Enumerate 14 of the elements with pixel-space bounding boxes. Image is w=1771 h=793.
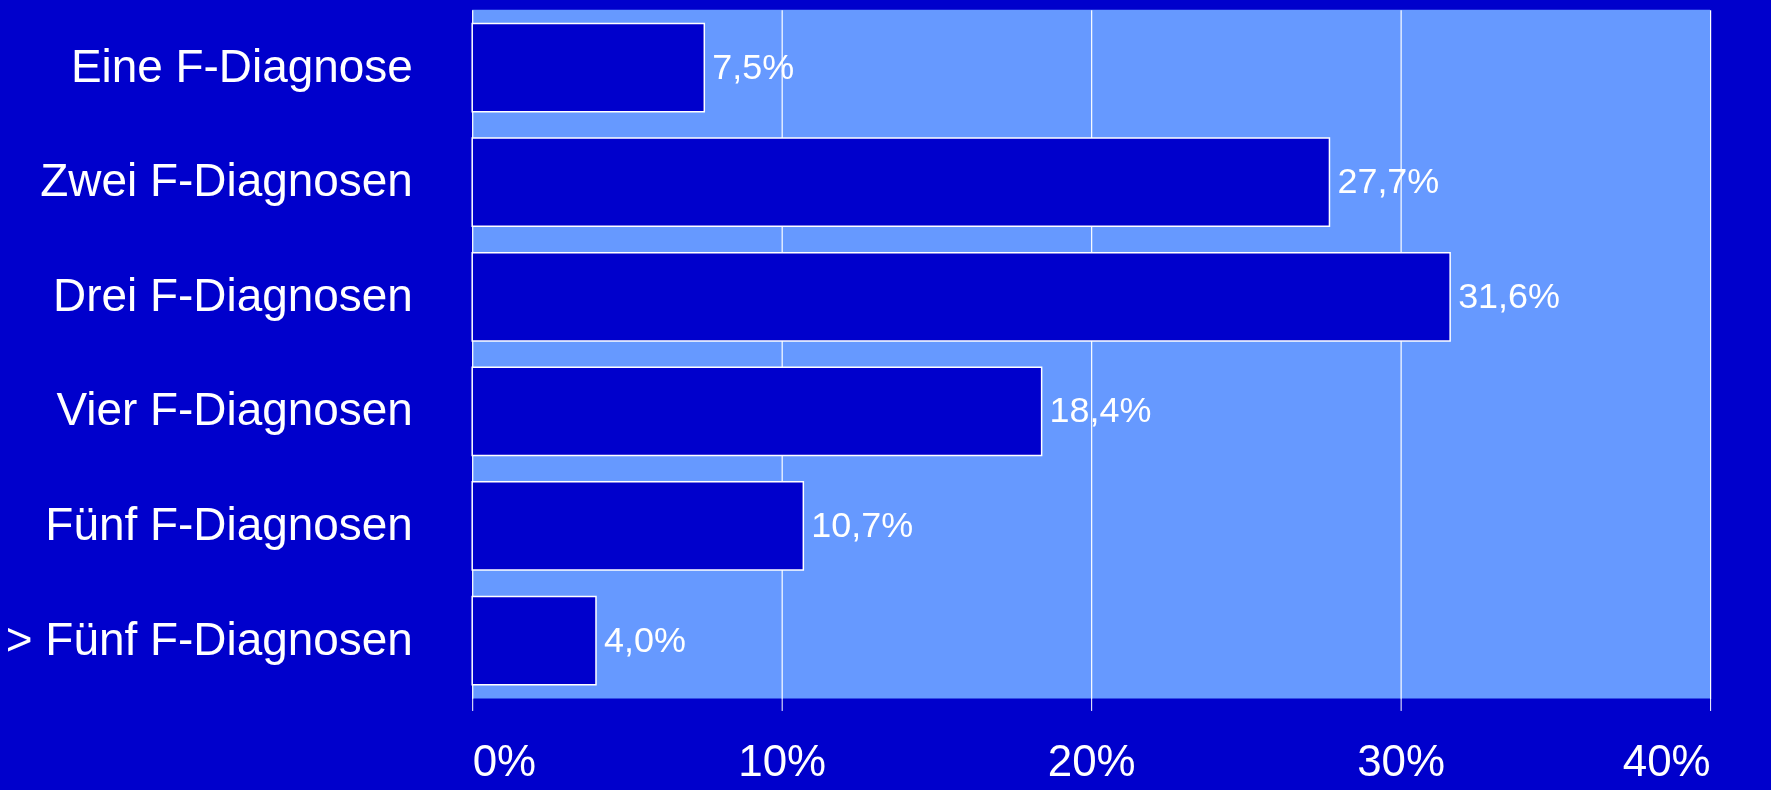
y-tick-label: Drei F-Diagnosen bbox=[53, 268, 413, 321]
x-tick-label: 0% bbox=[472, 735, 537, 785]
y-tick-label: Fünf F-Diagnosen bbox=[45, 497, 413, 550]
y-tick-label: Vier F-Diagnosen bbox=[56, 383, 413, 436]
x-tick-label: 20% bbox=[1047, 735, 1136, 785]
y-tick-label: > Fünf F-Diagnosen bbox=[5, 612, 413, 665]
y-tick-label: Eine F-Diagnose bbox=[70, 39, 413, 92]
data-label: 31,6% bbox=[1458, 274, 1560, 316]
data-label: 10,7% bbox=[811, 503, 914, 545]
x-tick-label: 10% bbox=[738, 735, 827, 785]
x-tick-label: 30% bbox=[1357, 735, 1446, 785]
data-label: 4,0% bbox=[603, 618, 686, 660]
x-tick-label: 40% bbox=[1622, 735, 1711, 785]
y-tick-label: Zwei F-Diagnosen bbox=[40, 154, 413, 207]
